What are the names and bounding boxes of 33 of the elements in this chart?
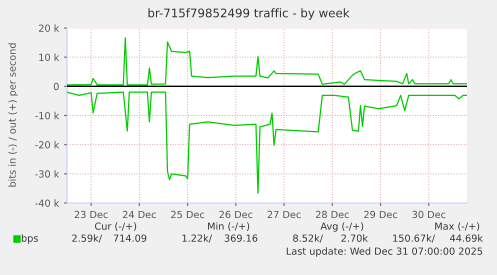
text: Min (-/+) — [208, 222, 250, 231]
y-tick-label: 10 k — [39, 53, 60, 61]
text: 44.69k — [450, 234, 483, 242]
y-tick-label: -20 k — [35, 140, 60, 148]
text: Avg (-/+) — [320, 222, 364, 232]
x-tick-label: 24 Dec — [122, 210, 156, 218]
text: 8.52k/ — [293, 234, 323, 243]
y-axis-title: bits in (-) / out (+) per second — [8, 43, 18, 187]
y-tick-label: 20 k — [38, 24, 60, 32]
x-tick-label: 26 Dec — [219, 210, 252, 218]
text: 369.16 — [224, 234, 258, 242]
text: 150.67k/ — [393, 234, 435, 243]
text: 714.09 — [114, 234, 146, 242]
text: Last update: Wed Dec 31 07:00:00 2025 — [286, 247, 482, 257]
y-tick-label: -40 k — [35, 199, 60, 207]
x-tick-label: 29 Dec — [364, 210, 398, 218]
text: Cur (-/+) — [94, 222, 136, 231]
line-series — [67, 92, 467, 194]
line-series — [67, 37, 467, 86]
x-tick-label: 25 Dec — [171, 210, 204, 218]
text: 2.59k/ — [72, 234, 102, 243]
text: Max (-/+) — [435, 222, 480, 231]
chart-title: br-715f79852499 traffic - by week — [148, 8, 350, 20]
x-tick-label: 28 Dec — [316, 210, 349, 218]
legend-label: bps — [22, 234, 38, 244]
text: 1.22k/ — [182, 234, 212, 243]
y-tick-label: -10 k — [35, 112, 60, 120]
y-tick-label: -30 k — [35, 170, 60, 178]
y-tick-label: 0 — [54, 82, 59, 90]
text: 2.70k — [341, 234, 368, 242]
x-tick-label: 30 Dec — [412, 210, 446, 218]
x-tick-label: 23 Dec — [74, 210, 108, 218]
x-tick-label: 27 Dec — [268, 210, 301, 218]
